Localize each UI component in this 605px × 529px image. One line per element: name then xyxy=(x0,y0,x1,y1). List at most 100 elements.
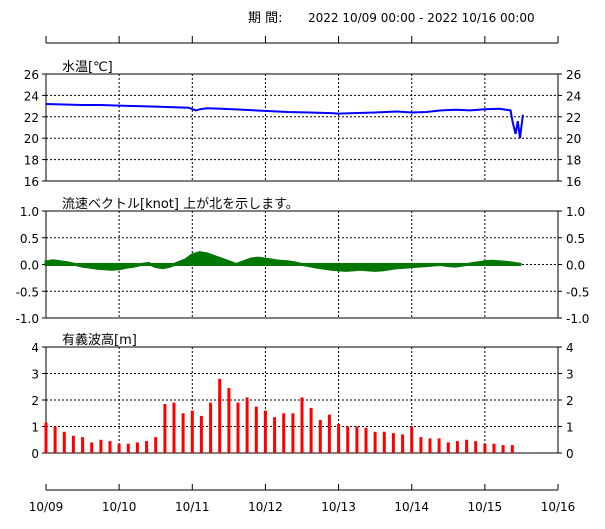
wave-height-bar xyxy=(154,437,158,453)
wave-height-bar xyxy=(437,438,441,453)
wave-height-bar xyxy=(300,397,304,453)
wave-height-bar xyxy=(145,441,149,453)
wave-height-bar xyxy=(483,443,487,453)
wave-height-bar xyxy=(71,435,75,453)
wave-height-bar xyxy=(135,442,139,453)
water-temp-line xyxy=(45,103,524,139)
x-tick-label: 10/11 xyxy=(175,500,210,514)
y-tick-label-left: 16 xyxy=(24,175,39,189)
wave-height-bar xyxy=(163,404,167,453)
top-time-axis xyxy=(45,36,559,44)
wave-height-bar xyxy=(474,441,478,453)
y-tick-label-right: 0 xyxy=(566,447,574,461)
y-tick-label-left: -1.0 xyxy=(16,312,39,326)
wave-height-bar xyxy=(391,433,395,453)
wave-height-bar xyxy=(108,441,112,453)
y-tick-label-right: 16 xyxy=(566,175,581,189)
y-tick-label-right: -0.5 xyxy=(566,285,589,299)
current-vector-area xyxy=(44,251,522,272)
wave-height-bar xyxy=(382,431,386,453)
wave-height-bar xyxy=(419,437,423,453)
wave-height-bar xyxy=(401,434,405,453)
y-tick-label-right: 18 xyxy=(566,154,581,168)
wave-height-bar xyxy=(218,378,222,453)
wave-height-bar xyxy=(446,442,450,453)
wave-height-bar xyxy=(282,413,286,454)
period-label: 期 間: xyxy=(248,11,283,26)
y-tick-label-left: 18 xyxy=(24,154,39,168)
wave-height-bar xyxy=(236,402,240,453)
y-tick-label-left: 24 xyxy=(24,89,39,103)
x-tick-label: 10/09 xyxy=(29,500,64,514)
y-tick-label-left: 20 xyxy=(24,132,39,146)
wave-height-bar xyxy=(62,431,66,453)
bottom-time-axis: 10/09 10/10 10/11 10/12 10/13 10/14 10/15 10/16 xyxy=(29,484,576,514)
plot-frame xyxy=(45,73,559,182)
panel-title: 流速ベクトル[knot] 上が北を示します。 xyxy=(62,197,299,212)
wave-height-bar xyxy=(117,443,121,453)
wave-height-bar xyxy=(410,426,414,453)
wave-height-bar xyxy=(273,417,277,453)
wave-height-bar xyxy=(346,426,350,453)
wave-height-bar xyxy=(364,427,368,453)
y-tick-label-left: 3 xyxy=(31,368,39,382)
y-tick-label-right: 22 xyxy=(566,111,581,125)
panel-title: 有義波高[m] xyxy=(62,332,137,348)
y-tick-label-right: 20 xyxy=(566,132,581,146)
chart-panel: -1.0 -1.0 -0.5 -0.5 0.0 0.0 0.5 0.5 1.0 1.0 流速ベクトル… xyxy=(16,197,590,326)
wave-height-bar xyxy=(501,445,505,453)
wave-height-bar xyxy=(181,413,185,454)
wave-height-bar xyxy=(90,442,94,453)
y-tick-label-left: 26 xyxy=(24,68,39,82)
wave-height-bar xyxy=(373,431,377,453)
x-tick-label: 10/13 xyxy=(321,500,356,514)
y-tick-label-left: 1.0 xyxy=(20,205,39,219)
wave-height-bar xyxy=(337,423,341,453)
wave-height-bar xyxy=(126,443,130,453)
x-tick-label: 10/12 xyxy=(248,500,283,514)
x-tick-label: 10/14 xyxy=(394,500,429,514)
y-tick-label-left: 2 xyxy=(31,394,39,408)
y-tick-label-left: 1 xyxy=(31,421,39,435)
y-tick-label-left: 0 xyxy=(31,447,39,461)
x-tick-label: 10/16 xyxy=(541,500,576,514)
wave-height-bar xyxy=(492,443,496,453)
y-tick-label-right: 4 xyxy=(566,341,574,355)
y-tick-label-left: 4 xyxy=(31,341,39,355)
y-tick-label-right: -1.0 xyxy=(566,312,589,326)
wave-height-bar xyxy=(291,413,295,454)
wave-height-bar xyxy=(428,438,432,453)
wave-height-bar xyxy=(263,410,267,453)
wave-height-bar xyxy=(209,402,213,453)
wave-height-bar xyxy=(455,441,459,453)
wave-height-bar xyxy=(309,407,313,453)
wave-height-bar xyxy=(172,402,176,453)
wave-height-bar xyxy=(355,426,359,453)
y-tick-label-right: 1.0 xyxy=(566,205,585,219)
y-tick-label-right: 0.5 xyxy=(566,232,585,246)
chart-panel: 16 16 18 18 20 20 22 22 24 24 26 26 水温[℃] xyxy=(24,60,582,189)
wave-height-bar xyxy=(245,397,249,453)
wave-height-bar xyxy=(318,419,322,453)
wave-height-bar xyxy=(327,414,331,453)
period-value: 2022 10/09 00:00 - 2022 10/16 00:00 xyxy=(308,11,535,25)
wave-height-bar xyxy=(81,437,85,453)
y-tick-label-left: 22 xyxy=(24,111,39,125)
wave-height-bar xyxy=(254,406,258,453)
wave-height-bar xyxy=(465,439,469,454)
x-tick-label: 10/15 xyxy=(468,500,503,514)
x-tick-label: 10/10 xyxy=(102,500,137,514)
y-tick-label-right: 0.0 xyxy=(566,259,585,273)
y-tick-label-right: 1 xyxy=(566,421,574,435)
panel-title: 水温[℃] xyxy=(62,60,113,75)
y-tick-label-right: 2 xyxy=(566,394,574,408)
wave-height-bar xyxy=(227,388,231,453)
y-tick-label-right: 24 xyxy=(566,89,581,103)
wave-height-bar xyxy=(44,422,48,453)
wave-height-bar xyxy=(190,410,194,453)
y-tick-label-left: 0.5 xyxy=(20,232,39,246)
y-tick-label-right: 26 xyxy=(566,68,581,82)
wave-height-bar xyxy=(199,415,203,453)
